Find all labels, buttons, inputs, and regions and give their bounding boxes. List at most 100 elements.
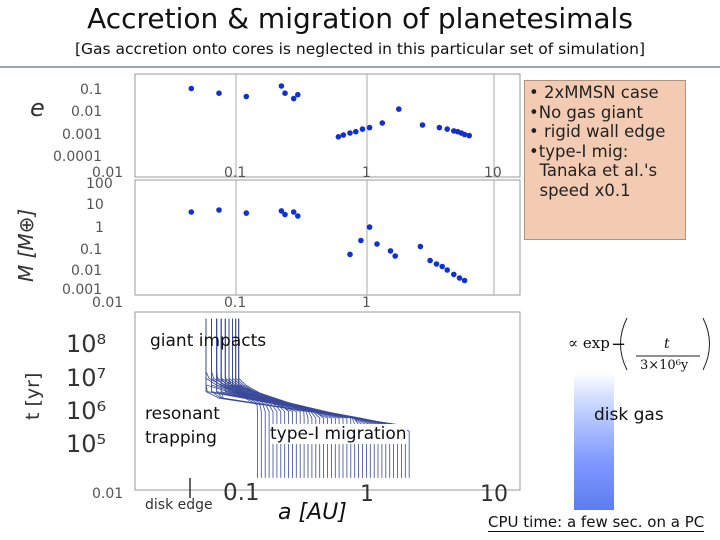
slide-title: Accretion & migration of planetesimals [87,2,633,35]
data-point [436,124,443,131]
formula-prefix: ∝ exp [568,334,610,352]
disk-gas-label: disk gas [594,405,664,425]
data-point [379,120,386,126]
panel-t-ytick: 10⁵ [66,430,107,458]
panel-m-xtick: 0.1 [224,295,247,311]
data-point [461,131,468,138]
data-point [216,207,222,213]
formula-numerator: t [664,336,670,352]
data-point [243,93,250,100]
migration-track [205,318,398,478]
data-point [282,211,288,218]
panel-e-xtick: 10 [484,165,502,181]
migration-track [238,318,395,478]
panel-e-ytick: 0.01 [71,104,103,120]
panel-t-xtick: 1 [360,482,374,507]
panel-e-xtick: 0.1 [224,165,247,181]
trapping-label: trapping [145,428,217,448]
data-point [282,90,288,96]
simulation-note-box: • 2xMMSN case •No gas giant • rigid wall… [524,80,686,240]
data-point [353,128,359,135]
data-point [417,243,424,250]
panel-m-ylabel: M [M⊕] [14,208,38,282]
panel-e-ytick: 0.0001 [53,149,102,165]
note-line: • 2xMMSN case [529,83,659,102]
panel-t-ytick: 10⁷ [66,364,107,392]
formula-denominator: 3×10⁶y [640,358,689,373]
data-point [451,271,457,278]
type1-migration-label: type-I migration [270,424,407,444]
panel-e-frame [134,73,521,178]
data-point [278,208,285,214]
panel-t-xtick: 10 [480,482,508,507]
panel-m-ytick: 10 [86,197,104,213]
data-point [366,124,373,131]
data-point [444,126,451,132]
panel-m-xtick: 1 [362,295,371,311]
a-axis-label: a [AU] [278,500,347,525]
panel-t-ytick: 10⁸ [66,330,107,358]
data-point [295,213,301,219]
data-point [374,241,380,247]
slide-subtitle: [Gas accretion onto cores is neglected i… [74,40,646,58]
panel-e-xtick: 0.01 [92,165,124,181]
giant-impacts-label: giant impacts [150,331,267,351]
panel-m-ytick: 1 [95,220,104,236]
panel-m-ytick: 100 [86,176,113,192]
panel-m-ytick: 0.1 [80,242,103,258]
data-point [456,275,463,281]
note-line: •No gas giant [529,102,643,122]
panel-t-ylabel: t [yr] [22,372,44,420]
disk-gas-gradient [574,372,614,510]
data-point [295,91,301,98]
panel-e-ylabel: e [30,94,45,122]
panel-t-xtick: 0.1 [223,480,260,506]
data-point [461,277,468,284]
data-point [359,126,366,132]
panel-t-frame [134,311,521,491]
data-point [396,106,402,112]
data-point [278,83,285,89]
data-point [387,248,394,254]
data-point [419,122,426,128]
data-point [243,210,250,216]
data-point [439,263,446,270]
panel-e-xtick: 1 [362,165,371,181]
data-point [188,85,195,92]
data-point [366,224,373,230]
data-point [340,132,347,138]
panel-m-xtick: 0.01 [92,295,124,311]
panel-m-ytick: 0.01 [71,263,103,279]
data-point [216,90,222,96]
panel-e-ytick: 0.1 [80,82,103,98]
cpu-time-note: CPU time: a few sec. on a PC [488,513,705,532]
panel-m-ytick: 0.001 [62,282,103,298]
data-point [347,130,353,136]
data-point [427,257,433,264]
migration-track [220,318,410,478]
formula-left-paren [620,317,628,371]
note-line: • rigid wall edge [529,122,666,141]
resonant-label: resonant [145,404,220,424]
panel-t-tracks [205,318,410,478]
disk-edge-label: disk edge [145,497,213,513]
panel-e-points [188,83,473,140]
migration-track [211,318,402,478]
panel-m-frame [134,179,521,296]
migration-track [216,318,406,478]
data-point [444,267,451,273]
data-point [347,251,353,258]
note-line: •type-I mig: [529,141,629,161]
panel-t-xtick: 0.01 [92,486,124,502]
data-point [466,132,473,139]
data-point [433,261,440,267]
data-point [188,209,195,215]
panel-m-points [188,207,468,284]
data-point [335,134,342,140]
note-line: Tanaka et al.'s [529,161,658,180]
data-point [392,253,399,259]
panel-t-ytick: 10⁶ [66,397,107,425]
panel-e-ytick: 0.001 [62,127,103,143]
formula-minus: − [611,334,627,355]
